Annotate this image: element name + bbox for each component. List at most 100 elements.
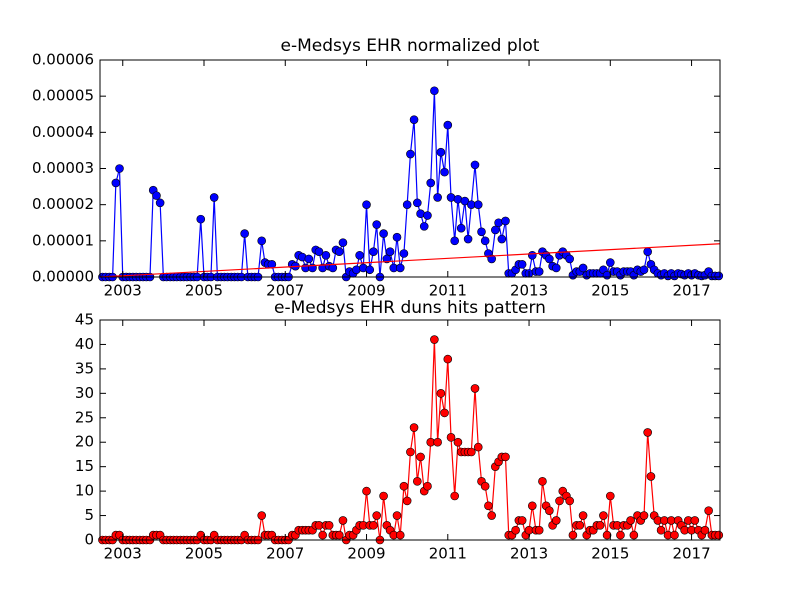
data-point bbox=[626, 516, 635, 525]
data-point bbox=[565, 254, 574, 264]
data-point bbox=[700, 525, 710, 535]
data-point bbox=[409, 423, 419, 432]
data-point bbox=[538, 477, 547, 486]
data-point bbox=[629, 530, 639, 540]
data-point bbox=[314, 247, 324, 256]
data-point bbox=[595, 521, 605, 530]
data-point bbox=[240, 229, 249, 238]
data-point bbox=[527, 251, 537, 260]
axes-frame bbox=[99, 59, 721, 278]
data-point bbox=[426, 178, 436, 188]
data-point bbox=[473, 442, 483, 452]
data-point bbox=[480, 481, 490, 491]
data-point bbox=[399, 249, 409, 258]
data-point bbox=[480, 236, 490, 246]
data-point bbox=[473, 200, 483, 209]
x-tick-label: 2013 bbox=[510, 282, 548, 300]
data-point bbox=[433, 193, 442, 202]
data-point bbox=[443, 354, 453, 364]
data-point bbox=[365, 265, 375, 275]
data-point bbox=[257, 511, 267, 520]
data-point bbox=[416, 452, 425, 462]
y-tick-label: 35 bbox=[75, 359, 94, 377]
data-point bbox=[527, 501, 537, 511]
y-tick-label: 40 bbox=[75, 335, 94, 353]
data-point bbox=[440, 408, 449, 418]
data-point bbox=[413, 198, 422, 208]
x-tick-label: 2009 bbox=[347, 282, 385, 300]
data-point bbox=[209, 193, 219, 202]
data-point bbox=[436, 147, 446, 157]
x-tick-label: 2003 bbox=[104, 282, 142, 300]
data-point bbox=[430, 86, 439, 96]
data-point bbox=[392, 232, 402, 242]
data-point bbox=[501, 452, 510, 462]
y-tick-label: 30 bbox=[75, 384, 94, 402]
data-point bbox=[440, 167, 449, 177]
data-point bbox=[714, 271, 724, 281]
data-point bbox=[470, 384, 480, 393]
data-point bbox=[463, 234, 473, 244]
data-point bbox=[409, 115, 419, 124]
data-point bbox=[477, 227, 486, 237]
data-point bbox=[324, 521, 334, 530]
data-point bbox=[423, 211, 432, 220]
data-point bbox=[491, 225, 500, 235]
data-point bbox=[511, 525, 520, 535]
x-tick-label: 2007 bbox=[266, 545, 304, 563]
data-point bbox=[362, 486, 371, 496]
data-point bbox=[392, 511, 402, 520]
data-point bbox=[606, 258, 615, 267]
data-point bbox=[487, 511, 496, 520]
data-point bbox=[517, 260, 527, 269]
data-point bbox=[616, 530, 625, 540]
x-tick-label: 2007 bbox=[266, 282, 304, 300]
data-point bbox=[372, 220, 381, 229]
data-point bbox=[155, 198, 165, 208]
data-point bbox=[385, 247, 395, 256]
x-tick-label: 2003 bbox=[104, 545, 142, 563]
data-point bbox=[460, 196, 470, 206]
data-point bbox=[379, 491, 388, 501]
y-tick-label: 0.00004 bbox=[32, 123, 94, 141]
data-point bbox=[545, 506, 554, 515]
data-point bbox=[456, 223, 466, 233]
data-point bbox=[467, 447, 476, 457]
data-point bbox=[335, 530, 344, 540]
data-point bbox=[656, 525, 666, 535]
x-tick-label: 2005 bbox=[185, 282, 223, 300]
chart-title: e-Medsys EHR normalized plot bbox=[281, 36, 540, 56]
y-tick-label: 5 bbox=[84, 506, 94, 524]
data-point bbox=[551, 263, 561, 273]
x-tick-label: 2013 bbox=[510, 545, 548, 563]
data-point bbox=[423, 481, 432, 491]
y-tick-label: 0.00003 bbox=[32, 159, 94, 177]
y-tick-label: 0.00005 bbox=[32, 87, 94, 105]
y-tick-label: 15 bbox=[75, 457, 94, 475]
y-tick-label: 0.00000 bbox=[32, 268, 94, 286]
data-point bbox=[714, 530, 724, 540]
axes-frame bbox=[99, 319, 721, 541]
data-point bbox=[338, 516, 348, 525]
data-point bbox=[402, 496, 412, 506]
data-point bbox=[470, 160, 480, 170]
chart-title: e-Medsys EHR duns hits pattern bbox=[274, 298, 546, 318]
data-point bbox=[433, 437, 442, 447]
data-point bbox=[606, 491, 615, 501]
data-point bbox=[670, 530, 679, 540]
data-point bbox=[257, 236, 267, 246]
data-point bbox=[406, 447, 415, 457]
data-point bbox=[419, 222, 429, 231]
data-point bbox=[568, 530, 578, 540]
y-tick-label: 0.00006 bbox=[32, 51, 94, 69]
data-point bbox=[443, 120, 453, 130]
data-point bbox=[115, 164, 124, 173]
x-tick-label: 2011 bbox=[429, 282, 467, 300]
data-point bbox=[578, 263, 588, 273]
data-point bbox=[565, 496, 574, 506]
data-point bbox=[643, 247, 652, 256]
data-point bbox=[599, 511, 608, 520]
data-point bbox=[517, 516, 527, 525]
